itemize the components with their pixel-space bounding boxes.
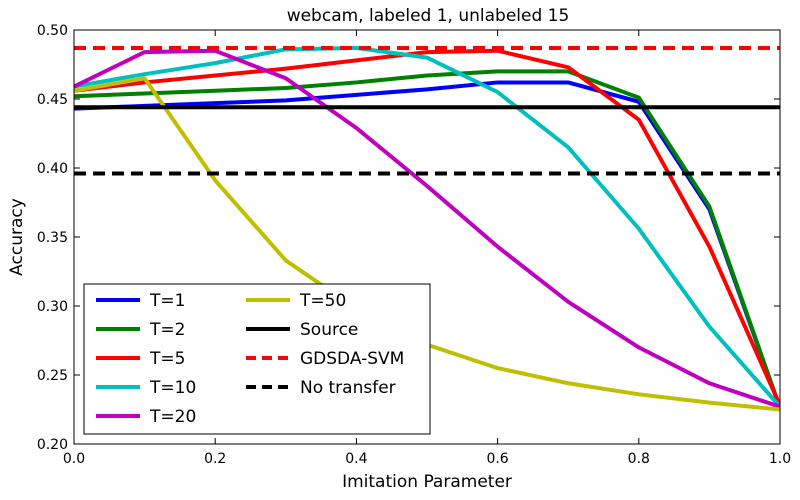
series-line-t-10: [74, 45, 780, 409]
legend-label-no-transfer: No transfer: [300, 378, 396, 398]
legend-label-t-10: T=10: [149, 378, 196, 398]
y-tick-label: 0.20: [37, 437, 68, 453]
y-tick-label: 0.25: [37, 368, 68, 384]
legend-label-t-2: T=2: [149, 320, 185, 340]
y-tick-label: 0.50: [37, 23, 68, 39]
legend-label-t-1: T=1: [149, 291, 185, 311]
legend-label-source: Source: [300, 320, 358, 340]
x-tick-label: 0.4: [345, 451, 367, 467]
x-tick-label: 0.8: [628, 451, 650, 467]
x-tick-label: 0.0: [63, 451, 85, 467]
legend-label-t-5: T=5: [149, 349, 185, 369]
legend-label-t-20: T=20: [149, 407, 196, 427]
y-axis-label: Accuracy: [7, 198, 27, 276]
x-tick-label: 0.6: [486, 451, 508, 467]
legend: T=1 T=2 T=5 T=10 T=20 T=50 Source GDSDA-SVM No t…: [83, 283, 431, 435]
axis-ticks: 0.0 0.2 0.4 0.6 0.8 1.0 0.20 0.25 0.30 0.35 0.40 0.…: [37, 23, 791, 467]
series-line-t-20: [74, 48, 780, 409]
y-tick-label: 0.40: [37, 161, 68, 177]
legend-label-t-50: T=50: [299, 291, 346, 311]
legend-box: [83, 283, 431, 435]
series-line-t-2: [74, 69, 780, 409]
series-line-t-1: [74, 80, 780, 409]
y-tick-label: 0.30: [37, 299, 68, 315]
legend-label-gdsda-svm: GDSDA-SVM: [300, 349, 404, 369]
chart-title: webcam, labeled 1, unlabeled 15: [287, 6, 570, 26]
y-tick-label: 0.35: [37, 230, 68, 246]
x-tick-label: 0.2: [204, 451, 226, 467]
y-tick-label: 0.45: [37, 92, 68, 108]
series-line-t-5: [74, 48, 780, 407]
x-tick-label: 1.0: [769, 451, 791, 467]
x-axis-label: Imitation Parameter: [342, 472, 512, 492]
